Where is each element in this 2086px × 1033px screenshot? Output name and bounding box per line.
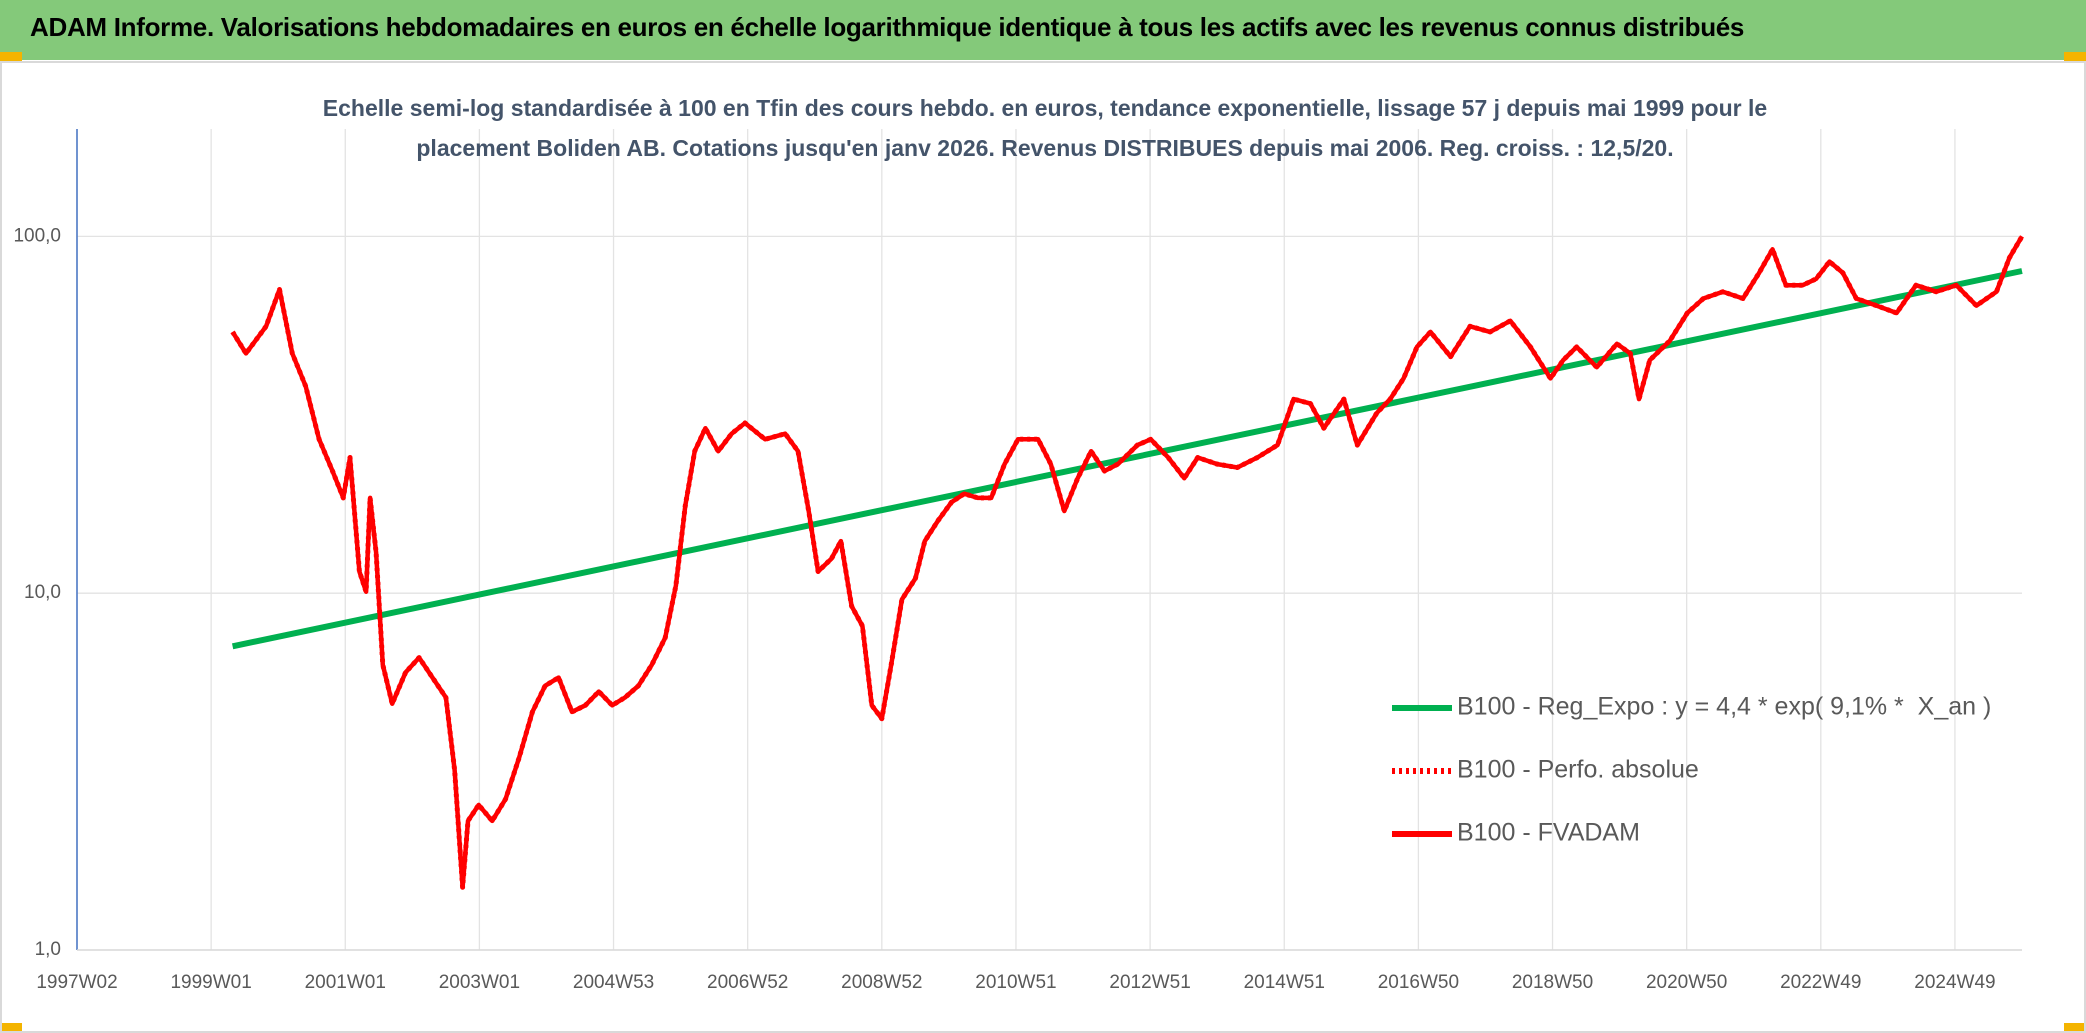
series-line xyxy=(230,235,2025,890)
series-line xyxy=(231,268,2023,650)
x-tick-label: 2024W49 xyxy=(1914,972,1995,993)
x-tick-label: 2006W52 xyxy=(707,972,788,993)
chart-title: ADAM Informe. Valorisations hebdomadaire… xyxy=(30,12,1745,42)
x-tick-label: 2018W50 xyxy=(1512,972,1593,993)
x-tick-label: 2020W50 xyxy=(1646,972,1727,993)
legend-label: B100 - FVADAM xyxy=(1457,819,1640,847)
x-tick-label: 2022W49 xyxy=(1780,972,1861,993)
x-tick-label: 2004W53 xyxy=(573,972,654,993)
y-tick-label: 1,0 xyxy=(35,939,61,960)
title-bar: ADAM Informe. Valorisations hebdomadaire… xyxy=(0,0,2086,60)
legend-label: B100 - Perfo. absolue xyxy=(1457,756,1699,784)
x-tick-label: 2016W50 xyxy=(1378,972,1459,993)
y-tick-label: 10,0 xyxy=(24,582,61,603)
corner-mark xyxy=(2064,1023,2086,1033)
corner-mark xyxy=(0,1023,22,1033)
x-tick-label: 2003W01 xyxy=(439,972,520,993)
legend-label: B100 - Reg_Expo : y = 4,4 * exp( 9,1% * … xyxy=(1457,693,1991,721)
chart-subtitle: Echelle semi-log standardisée à 100 en T… xyxy=(322,95,1768,161)
corner-mark xyxy=(0,52,22,62)
x-tick-label: 1997W02 xyxy=(36,972,117,993)
x-tick-label: 2014W51 xyxy=(1244,972,1325,993)
chart-border xyxy=(0,61,2086,1033)
series-line xyxy=(230,235,2024,890)
x-tick-label: 2001W01 xyxy=(305,972,386,993)
x-tick-label: 2012W51 xyxy=(1109,972,1190,993)
y-tick-label: 100,0 xyxy=(13,225,61,246)
corner-mark xyxy=(2064,52,2086,62)
x-tick-label: 2008W52 xyxy=(841,972,922,993)
x-tick-label: 2010W51 xyxy=(975,972,1056,993)
x-tick-label: 1999W01 xyxy=(170,972,251,993)
